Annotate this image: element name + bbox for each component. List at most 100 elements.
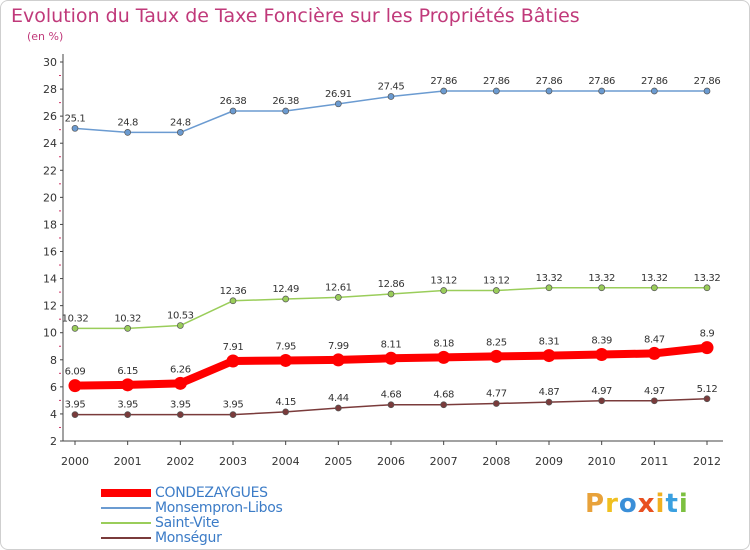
y-tick-label: 6 bbox=[50, 381, 57, 394]
y-tick-label: 24 bbox=[43, 137, 57, 150]
data-point-condezaygues bbox=[384, 351, 398, 365]
data-point-saint-vite bbox=[598, 284, 606, 292]
data-label-condezaygues: 7.91 bbox=[223, 342, 244, 353]
y-tick-label: 18 bbox=[43, 218, 57, 231]
data-point-saint-vite bbox=[124, 325, 132, 332]
data-label-mons-gur: 3.95 bbox=[117, 400, 138, 411]
data-point-mons-gur bbox=[71, 411, 79, 418]
data-point-mons-gur bbox=[124, 411, 132, 418]
data-label-saint-vite: 13.32 bbox=[536, 273, 563, 284]
data-label-monsempron-libos: 27.86 bbox=[641, 76, 668, 87]
data-point-condezaygues bbox=[595, 348, 609, 362]
x-tick-label: 2008 bbox=[482, 455, 510, 468]
data-label-mons-gur: 4.68 bbox=[381, 390, 402, 401]
x-tick-label: 2005 bbox=[324, 455, 352, 468]
data-label-saint-vite: 13.32 bbox=[588, 273, 615, 284]
data-label-mons-gur: 5.12 bbox=[697, 384, 718, 395]
data-point-condezaygues bbox=[68, 379, 82, 393]
y-tick-label: 14 bbox=[43, 273, 57, 286]
x-tick-label: 2000 bbox=[61, 455, 89, 468]
data-point-condezaygues bbox=[121, 378, 135, 392]
x-tick-label: 2007 bbox=[430, 455, 458, 468]
data-point-mons-gur bbox=[334, 404, 342, 412]
data-point-saint-vite bbox=[387, 290, 395, 298]
data-point-saint-vite bbox=[545, 284, 553, 292]
data-label-saint-vite: 10.32 bbox=[114, 313, 141, 324]
data-point-monsempron-libos bbox=[492, 87, 500, 95]
y-tick-label: 4 bbox=[50, 408, 57, 421]
data-label-mons-gur: 3.95 bbox=[223, 400, 244, 411]
data-label-condezaygues: 8.31 bbox=[539, 337, 560, 348]
data-point-condezaygues bbox=[279, 353, 293, 367]
data-label-monsempron-libos: 27.86 bbox=[588, 76, 615, 87]
data-point-monsempron-libos bbox=[282, 107, 290, 115]
data-label-condezaygues: 6.15 bbox=[117, 366, 138, 377]
data-label-saint-vite: 13.32 bbox=[641, 273, 668, 284]
data-point-monsempron-libos bbox=[71, 124, 79, 132]
data-point-monsempron-libos bbox=[650, 87, 658, 95]
data-point-saint-vite bbox=[650, 284, 658, 292]
logo-letter: P bbox=[585, 489, 606, 519]
x-tick-label: 2010 bbox=[588, 455, 616, 468]
y-tick-label: 12 bbox=[43, 300, 57, 313]
legend-label: Monsempron-Libos bbox=[155, 499, 283, 516]
data-label-monsempron-libos: 27.86 bbox=[694, 76, 721, 87]
y-tick-label: 26 bbox=[43, 110, 57, 123]
data-label-condezaygues: 8.39 bbox=[591, 336, 612, 347]
data-point-monsempron-libos bbox=[545, 87, 553, 95]
data-label-condezaygues: 8.9 bbox=[700, 329, 715, 340]
data-point-condezaygues bbox=[173, 376, 187, 390]
legend-swatch bbox=[101, 506, 151, 509]
data-point-condezaygues bbox=[647, 346, 661, 360]
data-label-condezaygues: 7.95 bbox=[275, 341, 296, 352]
data-label-mons-gur: 4.77 bbox=[486, 389, 507, 400]
data-label-mons-gur: 4.44 bbox=[328, 393, 349, 404]
logo-letter: i bbox=[655, 489, 666, 519]
data-label-monsempron-libos: 27.86 bbox=[483, 76, 510, 87]
data-point-monsempron-libos bbox=[229, 107, 237, 115]
data-label-mons-gur: 4.68 bbox=[433, 390, 454, 401]
data-label-mons-gur: 4.87 bbox=[539, 387, 560, 398]
legend-swatch bbox=[101, 536, 151, 539]
data-point-condezaygues bbox=[226, 354, 240, 368]
data-label-monsempron-libos: 24.8 bbox=[117, 117, 138, 128]
data-point-mons-gur bbox=[650, 397, 658, 405]
data-label-saint-vite: 12.49 bbox=[272, 284, 299, 295]
data-point-monsempron-libos bbox=[124, 129, 132, 136]
data-label-saint-vite: 13.12 bbox=[430, 275, 457, 286]
data-label-condezaygues: 6.09 bbox=[65, 367, 86, 378]
data-label-mons-gur: 4.15 bbox=[275, 397, 296, 408]
y-tick-label: 28 bbox=[43, 83, 57, 96]
data-point-monsempron-libos bbox=[703, 87, 711, 95]
data-label-mons-gur: 3.95 bbox=[65, 400, 86, 411]
data-label-monsempron-libos: 27.86 bbox=[536, 76, 563, 87]
y-tick-label: 20 bbox=[43, 191, 57, 204]
data-point-condezaygues bbox=[331, 353, 345, 367]
data-point-condezaygues bbox=[437, 350, 451, 364]
data-point-saint-vite bbox=[71, 325, 79, 332]
data-label-monsempron-libos: 26.38 bbox=[272, 96, 299, 107]
y-tick-label: 10 bbox=[43, 327, 57, 340]
data-point-saint-vite bbox=[703, 284, 711, 292]
logo-letter: x bbox=[637, 489, 656, 519]
x-tick-label: 2006 bbox=[377, 455, 405, 468]
data-label-mons-gur: 4.97 bbox=[644, 386, 665, 397]
logo-letter: o bbox=[618, 489, 638, 519]
x-tick-label: 2009 bbox=[535, 455, 563, 468]
legend-label: CONDEZAYGUES bbox=[155, 484, 268, 501]
data-label-monsempron-libos: 24.8 bbox=[170, 117, 191, 128]
data-label-mons-gur: 4.97 bbox=[591, 386, 612, 397]
data-point-monsempron-libos bbox=[176, 129, 184, 136]
data-point-saint-vite bbox=[176, 322, 184, 329]
data-label-condezaygues: 8.47 bbox=[644, 334, 665, 345]
logo-letter: r bbox=[605, 489, 619, 519]
y-unit-label: (en %) bbox=[27, 30, 64, 43]
data-point-mons-gur bbox=[492, 400, 500, 407]
data-label-condezaygues: 7.99 bbox=[328, 341, 349, 352]
x-tick-label: 2002 bbox=[166, 455, 194, 468]
data-point-saint-vite bbox=[282, 295, 290, 303]
data-point-monsempron-libos bbox=[598, 87, 606, 95]
data-point-mons-gur bbox=[703, 395, 711, 403]
